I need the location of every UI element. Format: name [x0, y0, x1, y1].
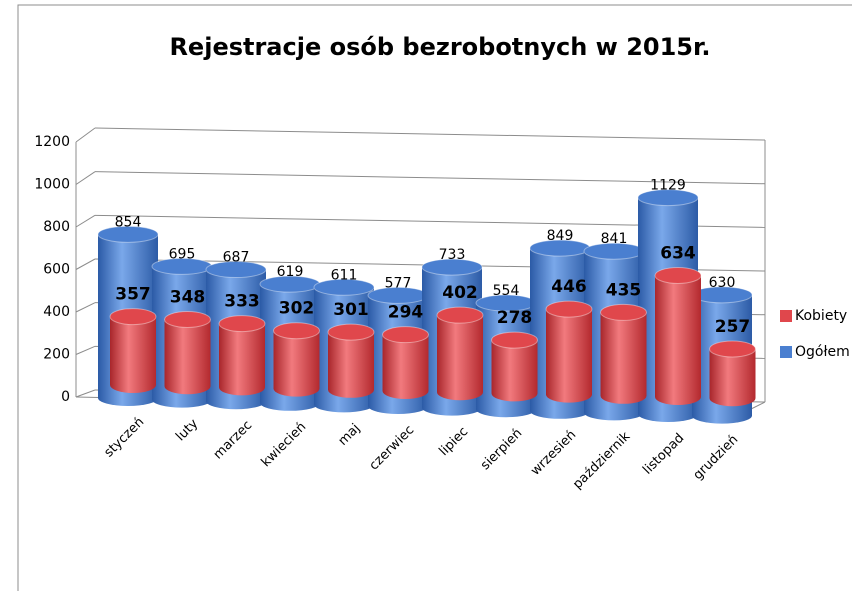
cylinder-body — [164, 319, 211, 395]
value-label: 554 — [493, 283, 520, 299]
cylinder — [600, 303, 647, 404]
value-label: 302 — [279, 299, 315, 319]
grid-line — [94, 171, 766, 185]
cylinder-body — [273, 330, 320, 397]
cylinder-body — [546, 309, 592, 403]
y-tick-label: 800 — [43, 219, 70, 235]
cylinder-body — [655, 275, 701, 405]
cylinder-body — [328, 332, 374, 398]
cylinder-top — [654, 266, 702, 284]
cylinder-body — [709, 348, 756, 407]
legend-swatch — [780, 346, 792, 358]
value-label: 849 — [547, 228, 574, 244]
grid-line-side — [75, 127, 96, 143]
value-label: 435 — [606, 280, 642, 300]
cylinder-body — [219, 323, 265, 396]
grid-line-side — [75, 389, 96, 398]
value-label: 695 — [169, 246, 196, 262]
cylinder — [709, 340, 756, 407]
cylinder — [491, 331, 538, 402]
y-tick-label: 1000 — [34, 177, 70, 193]
value-label: 1129 — [650, 178, 686, 194]
value-label: 733 — [439, 247, 466, 263]
value-label: 278 — [497, 308, 533, 328]
cylinder-top — [600, 303, 647, 321]
cylinder-body — [600, 312, 647, 404]
value-label: 301 — [333, 300, 369, 320]
value-label: 446 — [551, 277, 587, 297]
grid-line — [94, 127, 766, 141]
value-label: 333 — [224, 292, 260, 312]
cylinder — [109, 308, 157, 393]
cylinder-top — [327, 323, 375, 341]
y-tick-label: 1200 — [34, 134, 70, 150]
cylinder — [545, 300, 593, 403]
value-label: 619 — [277, 264, 304, 280]
value-label: 841 — [601, 231, 628, 247]
cylinder — [164, 311, 211, 395]
cylinder-top — [164, 311, 211, 328]
cylinder — [218, 315, 266, 396]
cylinder-top — [109, 308, 157, 326]
value-label: 402 — [442, 283, 478, 303]
cylinder — [436, 306, 484, 401]
cylinder-top — [97, 225, 159, 243]
value-label: 348 — [170, 288, 206, 308]
value-label: 294 — [388, 303, 424, 323]
y-tick-label: 0 — [61, 389, 70, 405]
cylinder-top — [205, 261, 267, 279]
grid-line-side — [75, 345, 96, 355]
cylinder-body — [382, 334, 429, 399]
cylinder-body — [491, 340, 538, 402]
y-tick-label: 600 — [43, 262, 70, 278]
value-label: 257 — [715, 317, 751, 337]
cylinder-top — [545, 300, 593, 318]
value-label: 630 — [709, 275, 736, 291]
y-tick-label: 400 — [43, 304, 70, 320]
cylinder-body — [110, 316, 156, 393]
legend-label: Kobiety — [795, 308, 847, 324]
cylinder-top — [313, 278, 375, 296]
cylinder-top — [491, 331, 538, 349]
cylinder-top — [273, 322, 320, 340]
cylinder — [327, 323, 375, 398]
cylinder — [382, 326, 429, 399]
value-label: 854 — [115, 214, 142, 230]
legend-label: Ogółem — [795, 344, 850, 360]
legend-swatch — [780, 310, 792, 322]
value-label: 577 — [385, 275, 412, 291]
y-tick-label: 200 — [43, 347, 70, 363]
cylinder-top — [218, 315, 266, 333]
grid-line-side — [75, 302, 96, 313]
cylinder-top — [709, 340, 756, 358]
cylinder-top — [637, 189, 699, 207]
grid-line-side — [75, 258, 96, 270]
grid-line-side — [75, 171, 96, 185]
cylinder — [273, 322, 320, 397]
cylinder-top — [436, 306, 484, 324]
value-label: 634 — [660, 243, 696, 263]
cylinder — [654, 266, 702, 405]
cylinder-body — [437, 315, 483, 401]
chart-title: Rejestracje osób bezrobotnych w 2015r. — [169, 33, 710, 61]
value-label: 687 — [223, 250, 250, 266]
value-label: 357 — [115, 285, 151, 305]
cylinder-top — [421, 258, 483, 276]
grid-line-side — [75, 214, 96, 228]
value-label: 611 — [331, 267, 358, 283]
cylinder-top — [382, 326, 429, 344]
